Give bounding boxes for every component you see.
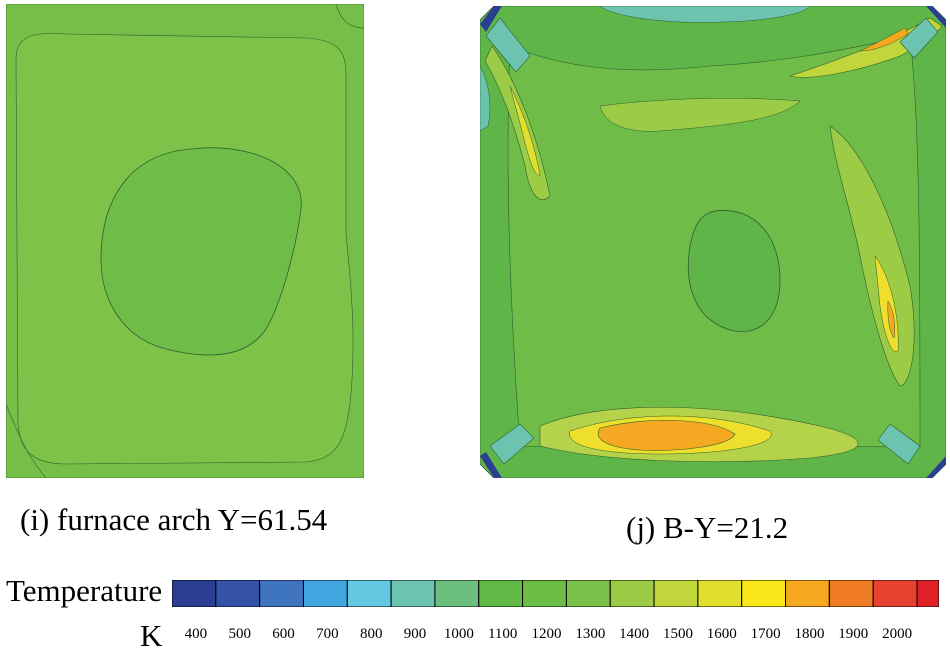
contour-plot-b-section <box>480 6 946 478</box>
colorbar-band <box>434 580 480 607</box>
legend-tick-label: 1300 <box>575 626 606 642</box>
legend-tick-label: 1900 <box>838 626 869 642</box>
burner-top-right <box>899 17 939 59</box>
arch-outer-band <box>6 4 364 478</box>
jet-top-left-core <box>509 85 541 177</box>
caption-b-section: (j) B-Y=21.2 <box>626 510 789 545</box>
colorbar-band <box>172 580 217 607</box>
colorbar-band <box>653 580 699 607</box>
arch-center-blob <box>100 147 302 356</box>
burner-top-left <box>485 17 531 73</box>
colorbar-band <box>302 580 348 607</box>
corner-tip-top-right <box>926 6 946 28</box>
corner-tip-bottom-left <box>480 452 502 478</box>
colorbar-band <box>259 580 304 607</box>
legend-tick-label: 800 <box>359 626 383 642</box>
legend-unit: K <box>140 618 163 653</box>
colorbar-band <box>215 580 261 607</box>
legend-tick-label: 1500 <box>662 626 693 642</box>
legend-tick-label: 500 <box>228 626 251 642</box>
bottom-orange-core <box>597 419 736 451</box>
colorbar-band <box>609 580 655 607</box>
arch-corner-contour-2 <box>6 403 47 478</box>
edge-band <box>480 6 946 478</box>
legend-tick-label: 1600 <box>706 626 737 642</box>
contour-plot-furnace-arch <box>6 4 364 478</box>
legend-tick-label: 1800 <box>794 626 825 642</box>
legend-tick-label: 400 <box>184 626 208 642</box>
legend-title: Temperature <box>6 573 163 608</box>
legend-tick-label: 1000 <box>443 626 474 642</box>
colorbar-band <box>565 580 611 607</box>
upper-tongue <box>599 98 801 132</box>
corner-tip-top-left <box>480 6 502 32</box>
legend-tick-label: 600 <box>272 626 295 642</box>
arch-corner-contour <box>335 4 364 29</box>
colorbar-band <box>346 580 392 607</box>
cyan-top-band <box>599 6 811 23</box>
legend-tick-label: 1700 <box>750 626 781 642</box>
colorbar-band <box>785 580 830 607</box>
colorbar-band <box>872 580 918 607</box>
colorbar-band <box>478 580 524 607</box>
colorbar-band <box>916 580 939 607</box>
legend-tick-labels: 400 500 600 700 800 900 1000 1100 1200 1300 1400 15… <box>0 626 950 648</box>
center-blob <box>687 210 781 332</box>
jet-top-right-core <box>859 27 909 52</box>
legend-tick-label: 1100 <box>487 626 518 642</box>
colorbar-band <box>828 580 874 607</box>
cyan-left-wall <box>480 65 491 132</box>
corner-tip-bottom-right <box>926 456 946 478</box>
legend-tick-label: 2000 <box>882 626 913 642</box>
right-wall-core <box>887 300 895 339</box>
colorbar-band <box>697 580 743 607</box>
burner-bottom-left <box>489 423 535 465</box>
colorbar-band <box>741 580 787 607</box>
legend-tick-label: 1200 <box>531 626 562 642</box>
caption-furnace-arch: (i) furnace arch Y=61.54 <box>20 502 328 537</box>
temperature-colorbar <box>172 580 939 607</box>
legend-tick-label: 1400 <box>619 626 650 642</box>
burner-bottom-right <box>877 423 921 465</box>
colorbar-band <box>390 580 436 607</box>
legend-tick-label: 900 <box>403 626 427 642</box>
legend-tick-label: 700 <box>316 626 339 642</box>
colorbar-band <box>522 580 567 607</box>
